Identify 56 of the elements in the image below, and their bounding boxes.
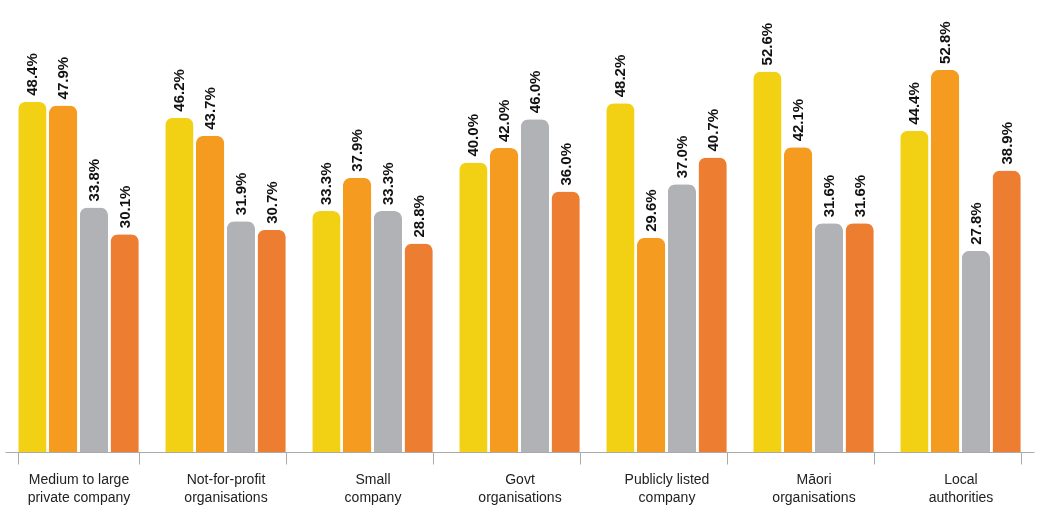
x-tick-label: Local authorities: [928, 470, 994, 505]
data-label: 38.9%: [997, 121, 1015, 165]
data-label: 31.6%: [819, 174, 837, 218]
x-tick-label: Publicly listed company: [624, 470, 710, 505]
bar: [312, 211, 341, 452]
bar: [195, 135, 225, 452]
data-label: 52.8%: [936, 21, 954, 64]
data-label: 31.9%: [231, 172, 249, 216]
data-label: 30.1%: [115, 185, 133, 229]
bar: [783, 147, 813, 452]
data-label: 31.6%: [850, 174, 868, 218]
bar: [165, 117, 194, 452]
bar: [257, 229, 286, 452]
data-label: 28.8%: [409, 195, 427, 238]
data-label: 40.7%: [703, 108, 721, 152]
data-label: 40.0%: [464, 114, 482, 157]
bar: [753, 71, 782, 452]
data-label: 37.9%: [348, 129, 366, 172]
data-label: 29.6%: [642, 189, 660, 232]
data-label: 42.0%: [495, 99, 513, 143]
data-label: 52.6%: [758, 22, 776, 66]
x-tick-label: Govt organisations: [478, 470, 562, 505]
bar: [636, 237, 666, 452]
data-label: 46.0%: [525, 70, 543, 114]
bar: [930, 69, 960, 452]
data-label: 42.1%: [789, 98, 807, 142]
bar: [606, 103, 635, 452]
bar: [404, 243, 433, 452]
data-label: 47.9%: [54, 56, 72, 100]
data-label: 27.8%: [966, 202, 984, 245]
x-tick-label: Not-for-profit organisations: [184, 470, 268, 505]
x-tick-label: Small company: [344, 470, 402, 505]
bar: [992, 170, 1021, 452]
x-tick-label: Medium to large private company: [27, 470, 131, 505]
data-label: 46.2%: [170, 69, 188, 112]
bar: [489, 148, 519, 452]
x-tick-label: Māori organisations: [772, 470, 856, 505]
data-label: 48.2%: [611, 54, 629, 98]
data-label: 44.4%: [905, 82, 923, 125]
bar: [698, 157, 727, 452]
data-label: 33.3%: [317, 162, 335, 206]
bar: [459, 162, 488, 452]
bar: [551, 191, 580, 452]
data-label: 33.3%: [378, 162, 396, 206]
bar: [342, 177, 372, 452]
bar: [845, 223, 874, 452]
data-label: 48.4%: [23, 53, 41, 96]
data-label: 30.7%: [262, 181, 280, 224]
bar: [18, 101, 47, 452]
data-label: 37.0%: [672, 135, 690, 179]
data-label: 43.7%: [201, 87, 219, 130]
data-label: 33.8%: [84, 158, 102, 202]
data-label: 36.0%: [556, 142, 574, 186]
bar: [110, 234, 139, 452]
bar: [48, 105, 78, 452]
bar: [900, 130, 929, 452]
